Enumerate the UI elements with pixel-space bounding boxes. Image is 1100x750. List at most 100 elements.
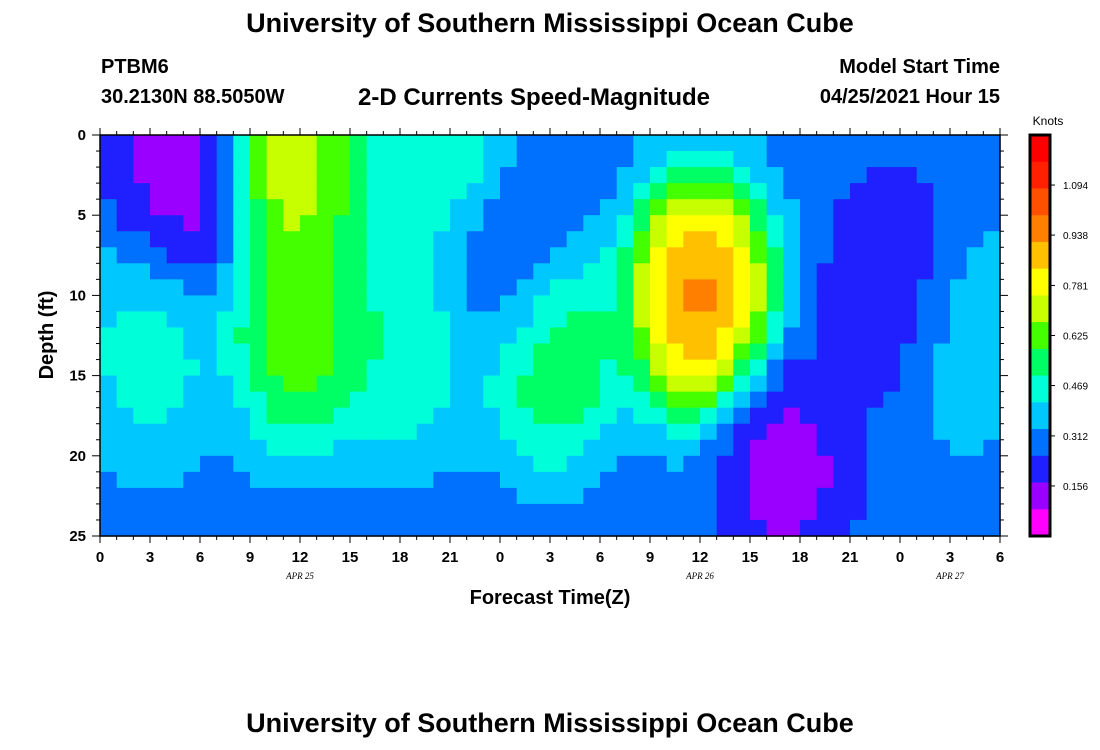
heatmap-cell [516, 423, 534, 441]
heatmap-cell [666, 455, 684, 473]
heatmap-cell [250, 167, 268, 184]
heatmap-cell [650, 439, 668, 457]
heatmap-cell [550, 343, 568, 361]
heatmap-cell [700, 311, 718, 329]
heatmap-cell [783, 167, 801, 184]
heatmap-cell [266, 199, 284, 216]
heatmap-cell [950, 135, 968, 152]
heatmap-cell [683, 167, 701, 184]
heatmap-cell [950, 375, 968, 393]
heatmap-cell [300, 343, 318, 361]
heatmap-cell [266, 391, 284, 409]
heatmap-cell [933, 423, 951, 441]
heatmap-cell [966, 407, 984, 425]
heatmap-cell [133, 199, 151, 216]
heatmap-cell [833, 343, 851, 361]
heatmap-cell [516, 487, 534, 505]
colorbar-segment [1030, 168, 1050, 173]
heatmap-cell [550, 167, 568, 184]
heatmap-cell [733, 167, 751, 184]
colorbar-segment [1030, 175, 1050, 180]
heatmap-cell [283, 503, 301, 521]
heatmap-cell [433, 247, 451, 264]
heatmap-cell [400, 519, 418, 537]
heatmap-cell [416, 311, 434, 329]
heatmap-cell [833, 263, 851, 280]
heatmap-cell [316, 151, 334, 168]
heatmap-cell [950, 311, 968, 329]
heatmap-cell [466, 247, 484, 264]
heatmap-cell [416, 471, 434, 489]
heatmap-cell [800, 279, 818, 296]
heatmap-cell [566, 391, 584, 409]
heatmap-cell [966, 423, 984, 441]
heatmap-cell [500, 471, 518, 489]
heatmap-cell [133, 263, 151, 280]
heatmap-cell [483, 519, 501, 537]
heatmap-cell [500, 151, 518, 168]
heatmap-cell [133, 247, 151, 264]
colorbar-segment [1030, 328, 1050, 333]
heatmap-cell [316, 487, 334, 505]
heatmap-cell [150, 295, 168, 313]
heatmap-cell [166, 135, 184, 152]
heatmap-cell [566, 183, 584, 200]
heatmap-cell [583, 199, 601, 216]
heatmap-cell [416, 263, 434, 280]
heatmap-cell [816, 263, 834, 280]
colorbar-tick-label: 0.156 [1063, 482, 1088, 493]
heatmap-cell [966, 471, 984, 489]
heatmap-cell [966, 135, 984, 152]
heatmap-cell [233, 487, 251, 505]
heatmap-cell [883, 343, 901, 361]
heatmap-cell [300, 295, 318, 313]
y-tick-label: 0 [78, 127, 86, 144]
heatmap-cell [466, 455, 484, 473]
heatmap-cell [950, 471, 968, 489]
heatmap-cell [666, 375, 684, 393]
y-tick-label: 5 [78, 207, 86, 224]
heatmap-cell [366, 327, 384, 345]
heatmap-cell [216, 231, 234, 248]
heatmap-cell [766, 327, 784, 345]
heatmap-cell [750, 503, 768, 521]
heatmap-cell [100, 295, 118, 313]
heatmap-cell [816, 167, 834, 184]
heatmap-cell [600, 407, 618, 425]
heatmap-cell [766, 199, 784, 216]
heatmap-cell [266, 183, 284, 200]
heatmap-cell [550, 215, 568, 232]
heatmap-cell [383, 471, 401, 489]
heatmap-cell [750, 519, 768, 537]
heatmap-cell [750, 327, 768, 345]
heatmap-cell [183, 247, 201, 264]
colorbar-segment [1030, 265, 1050, 270]
heatmap-cell [766, 471, 784, 489]
heatmap-cell [183, 295, 201, 313]
heatmap-cell [983, 247, 1001, 264]
heatmap-cell [516, 135, 534, 152]
x-tick-label: 3 [946, 549, 954, 566]
heatmap-cell [400, 167, 418, 184]
heatmap-cell [166, 199, 184, 216]
heatmap-cell [366, 247, 384, 264]
heatmap-cell [150, 407, 168, 425]
heatmap-cell [416, 151, 434, 168]
heatmap-cell [450, 423, 468, 441]
heatmap-cell [816, 423, 834, 441]
heatmap-cell [283, 279, 301, 296]
heatmap-cell [916, 263, 934, 280]
heatmap-cell [583, 279, 601, 296]
heatmap-cell [816, 135, 834, 152]
heatmap-cell [500, 247, 518, 264]
heatmap-cell [933, 343, 951, 361]
colorbar-segment [1030, 201, 1050, 206]
heatmap-cell [883, 439, 901, 457]
heatmap-cell [700, 183, 718, 200]
heatmap-cell [516, 391, 534, 409]
heatmap-cell [816, 359, 834, 377]
heatmap-cell [666, 423, 684, 441]
heatmap-cell [450, 279, 468, 296]
heatmap-cell [700, 375, 718, 393]
